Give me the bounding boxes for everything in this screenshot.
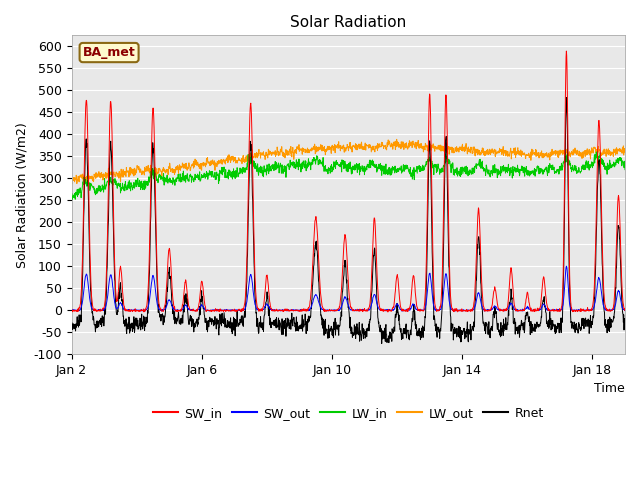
LW_in bbox=[68, 196, 76, 202]
SW_in bbox=[68, 306, 76, 312]
SW_in bbox=[563, 48, 570, 54]
SW_out bbox=[157, 308, 165, 314]
LW_in bbox=[160, 182, 168, 188]
Rnet bbox=[563, 95, 570, 100]
Rnet bbox=[356, 330, 364, 336]
Legend: SW_in, SW_out, LW_in, LW_out, Rnet: SW_in, SW_out, LW_in, LW_out, Rnet bbox=[148, 402, 549, 425]
SW_out bbox=[381, 308, 389, 313]
LW_in bbox=[381, 167, 389, 172]
Rnet bbox=[511, 315, 518, 321]
Line: Rnet: Rnet bbox=[72, 97, 625, 344]
Line: SW_out: SW_out bbox=[72, 266, 625, 311]
Rnet bbox=[381, 333, 389, 339]
Rnet bbox=[326, 326, 333, 332]
SW_in bbox=[160, 306, 168, 312]
SW_out bbox=[68, 307, 76, 313]
SW_out bbox=[563, 263, 570, 269]
LW_out bbox=[68, 181, 76, 187]
LW_in bbox=[621, 167, 629, 172]
LW_out bbox=[393, 136, 401, 142]
LW_out bbox=[381, 144, 389, 149]
Line: LW_in: LW_in bbox=[72, 152, 625, 199]
SW_out bbox=[621, 307, 629, 313]
SW_in bbox=[170, 301, 177, 307]
LW_out bbox=[160, 168, 168, 174]
SW_out bbox=[326, 307, 334, 313]
Line: SW_in: SW_in bbox=[72, 51, 625, 312]
Rnet bbox=[378, 341, 385, 347]
Rnet bbox=[170, 312, 177, 317]
LW_in bbox=[511, 165, 518, 170]
SW_in bbox=[621, 306, 629, 312]
SW_out bbox=[511, 307, 518, 312]
SW_in bbox=[326, 306, 333, 312]
LW_in bbox=[593, 149, 601, 155]
LW_out bbox=[170, 167, 178, 172]
SW_out bbox=[356, 307, 364, 313]
LW_out bbox=[356, 144, 364, 149]
Title: Solar Radiation: Solar Radiation bbox=[290, 15, 406, 30]
SW_in bbox=[381, 308, 388, 313]
LW_in bbox=[326, 166, 334, 171]
LW_in bbox=[68, 191, 76, 196]
Line: LW_out: LW_out bbox=[72, 139, 625, 184]
X-axis label: Time: Time bbox=[595, 383, 625, 396]
LW_out bbox=[621, 150, 629, 156]
SW_out bbox=[160, 307, 168, 313]
SW_in bbox=[356, 308, 364, 314]
SW_in bbox=[384, 309, 392, 315]
LW_out bbox=[511, 151, 519, 156]
Rnet bbox=[621, 324, 629, 330]
Rnet bbox=[68, 320, 76, 326]
LW_out bbox=[68, 180, 76, 185]
LW_in bbox=[170, 177, 178, 182]
Rnet bbox=[160, 317, 168, 323]
SW_out bbox=[170, 307, 178, 312]
LW_in bbox=[356, 168, 364, 174]
Y-axis label: Solar Radiation (W/m2): Solar Radiation (W/m2) bbox=[15, 122, 28, 267]
SW_in bbox=[511, 303, 518, 309]
Text: BA_met: BA_met bbox=[83, 46, 136, 59]
LW_out bbox=[326, 145, 334, 151]
